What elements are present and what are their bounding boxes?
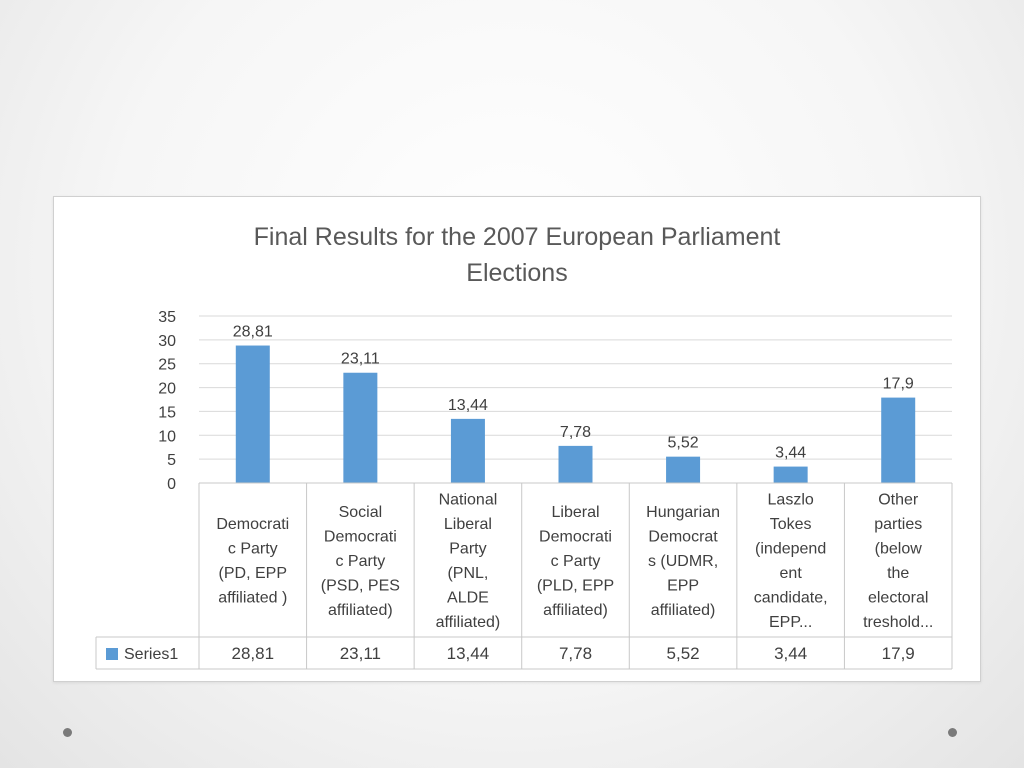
category-label: National Liberal Party (PNL, ALDE affiliated) [436, 492, 501, 632]
bar [450, 418, 485, 483]
bar [881, 397, 916, 483]
table-value: 7,78 [559, 644, 592, 663]
data-table: Democrati c Party (PD, EPP affiliated ) Soci… [95, 482, 953, 670]
table-value: 3,44 [774, 644, 807, 663]
data-label: 13,44 [448, 397, 488, 414]
table-value: 17,9 [882, 644, 915, 663]
table-value: 13,44 [447, 644, 490, 663]
slide-dot-left [63, 728, 72, 737]
y-tick-label: 20 [158, 381, 176, 398]
y-tick-label: 30 [158, 333, 176, 350]
bar-chart: Final Results for the 2007 European Parl… [95, 223, 953, 670]
table-value: 5,52 [667, 644, 700, 663]
legend-series-name: Series1 [124, 646, 178, 663]
chart-panel: Final Results for the 2007 European Parl… [53, 196, 981, 682]
chart-title-text: Final Results for the 2007 European Parl… [254, 223, 781, 287]
chart-title: Final Results for the 2007 European Parl… [254, 223, 781, 287]
bar [558, 445, 593, 483]
y-axis-ticks: 0 5 10 15 20 25 30 35 [158, 309, 176, 493]
table-value: 23,11 [340, 644, 381, 663]
bar [343, 372, 378, 483]
category-label: Laszlo Tokes (independ ent candidate, EPP... [754, 492, 828, 632]
y-tick-label: 35 [158, 309, 176, 326]
bar [773, 466, 808, 483]
slide-dot-right [948, 728, 957, 737]
category-label: Other parties (below the electoral treshold..… [863, 492, 933, 632]
legend-swatch [106, 648, 118, 660]
data-label: 28,81 [233, 324, 273, 341]
data-labels: 28,81 23,11 13,44 7,78 5,52 3,44 17,9 [233, 324, 914, 462]
data-label: 7,78 [560, 424, 591, 441]
bars [235, 345, 916, 483]
y-tick-label: 5 [167, 452, 176, 469]
bar [235, 345, 270, 483]
category-label: Democrati c Party (PD, EPP affiliated ) [216, 516, 289, 607]
data-label: 5,52 [668, 435, 699, 452]
data-label: 3,44 [775, 445, 806, 462]
table-value: 28,81 [232, 644, 275, 663]
bar [666, 456, 701, 483]
y-tick-label: 10 [158, 428, 176, 445]
category-label: Hungarian Democrat s (UDMR, EPP affiliated) [646, 504, 720, 619]
y-tick-label: 15 [158, 404, 176, 421]
data-label: 23,11 [341, 351, 380, 368]
category-label: Social Democrati c Party (PSD, PES affiliate… [321, 504, 400, 619]
y-tick-label: 0 [167, 476, 176, 493]
y-tick-label: 25 [158, 357, 176, 374]
data-label: 17,9 [883, 376, 914, 393]
category-label: Liberal Democrati c Party (PLD, EPP affiliat… [537, 504, 614, 619]
gridlines [199, 315, 952, 460]
